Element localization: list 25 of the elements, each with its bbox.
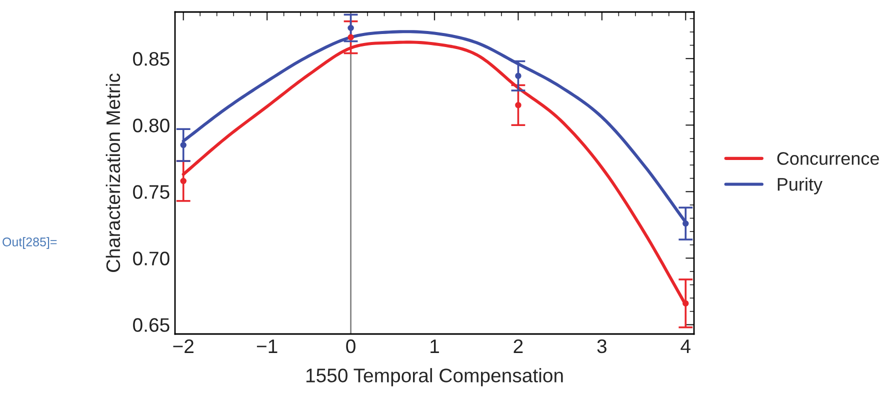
x-tick-label: 4 <box>680 340 690 353</box>
point <box>348 34 354 40</box>
x-tick-label: −2 <box>173 339 194 353</box>
text: Out[285]= <box>2 237 57 249</box>
x-tick-label: 2 <box>514 339 523 353</box>
point <box>180 142 186 148</box>
legend-label: Concurrence <box>777 152 879 165</box>
point <box>515 102 522 108</box>
x-tick-label: −1 <box>256 340 278 353</box>
y-tick-label: 0.85 <box>133 52 170 66</box>
point <box>180 178 186 184</box>
y-axis-title: Characterization Metric <box>106 74 120 272</box>
y-tick-label: 0.80 <box>133 118 170 132</box>
x-tick-label: 1 <box>430 340 439 353</box>
legend-label: Purity <box>778 178 822 194</box>
y-tick-label: 0.65 <box>133 318 170 332</box>
y-tick-label: 0.75 <box>133 185 170 199</box>
y-tick-label: 0.70 <box>133 252 170 266</box>
point <box>682 220 689 227</box>
x-tick-label: 3 <box>597 339 606 354</box>
point <box>515 72 522 79</box>
point <box>682 300 689 307</box>
point <box>348 24 354 32</box>
x-tick-label: 0 <box>346 339 356 354</box>
x-axis-title: 1550 Temporal Compensation <box>306 368 563 386</box>
